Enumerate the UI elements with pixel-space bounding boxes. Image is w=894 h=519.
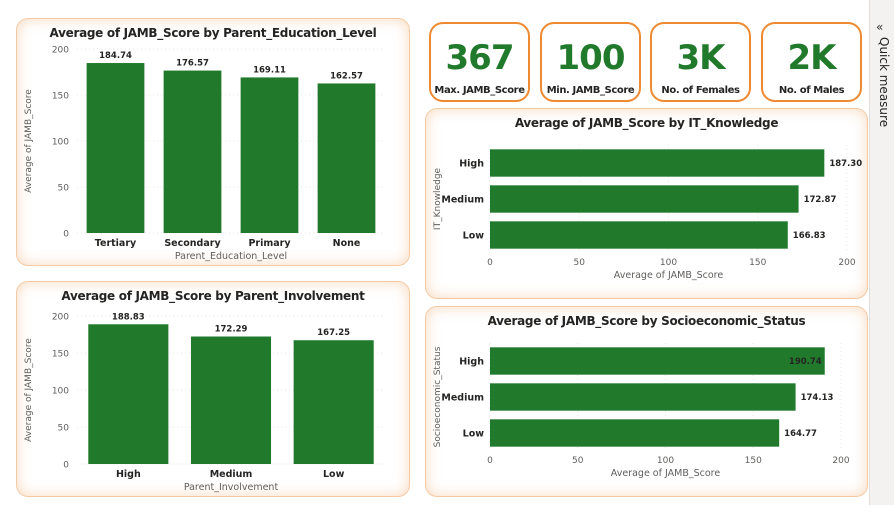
kpi-value: 100 bbox=[556, 38, 626, 78]
x-tick-label: 200 bbox=[838, 258, 855, 268]
x-axis-title: Parent_Education_Level bbox=[175, 251, 287, 262]
kpi-value: 367 bbox=[445, 38, 515, 78]
y-axis-title: Socioeconomic_Status bbox=[433, 346, 443, 447]
data-label: 162.57 bbox=[330, 71, 363, 81]
x-tick-label: Primary bbox=[248, 238, 291, 249]
bar bbox=[190, 336, 272, 464]
x-tick-label: 200 bbox=[832, 456, 849, 466]
x-tick-label: 0 bbox=[487, 258, 493, 268]
x-tick-label: 0 bbox=[487, 456, 493, 466]
y-tick-label: 200 bbox=[52, 46, 69, 56]
y-tick-label: High bbox=[459, 357, 484, 368]
data-label: 184.74 bbox=[99, 51, 132, 61]
chart-title: Average of JAMB_Score by IT_Knowledge bbox=[514, 116, 779, 130]
y-tick-label: High bbox=[459, 159, 484, 170]
kpi-label: Min. JAMB_Score bbox=[546, 85, 635, 96]
y-tick-label: 0 bbox=[63, 230, 69, 240]
x-tick-label: 100 bbox=[657, 456, 674, 466]
data-label: 169.11 bbox=[253, 65, 286, 75]
y-tick-label: Medium bbox=[441, 393, 484, 404]
it-knowledge-chart-card[interactable]: Average of JAMB_Score by IT_Knowledge 0 5… bbox=[425, 108, 868, 299]
parent-involvement-bar-chart[interactable]: 0 50 100 150 200 188.83 High 172.29 Medium 167.25… bbox=[17, 282, 411, 498]
bar bbox=[490, 185, 799, 213]
socioeconomic-bar-chart[interactable]: 0 50 100 150 200 190.74 High 174.13 Medium 164.77… bbox=[426, 307, 869, 498]
bar bbox=[163, 70, 222, 233]
bar bbox=[88, 324, 169, 464]
bar bbox=[293, 340, 374, 464]
parent-education-chart-card[interactable]: Average of JAMB_Score by Parent_Educatio… bbox=[16, 18, 410, 266]
kpi-label: No. of Females bbox=[661, 85, 740, 96]
kpi-value: 2K bbox=[787, 38, 836, 78]
kpi-label: No. of Males bbox=[778, 85, 845, 96]
parent-involvement-chart-card[interactable]: Average of JAMB_Score by Parent_Involvem… bbox=[16, 281, 410, 497]
x-tick-label: Tertiary bbox=[95, 238, 137, 249]
data-label: 190.74 bbox=[789, 357, 822, 367]
x-tick-label: Medium bbox=[210, 469, 253, 480]
x-tick-label: None bbox=[333, 238, 361, 249]
x-axis-title: Average of JAMB_Score bbox=[611, 468, 721, 479]
kpi-card-females[interactable]: 3K No. of Females bbox=[650, 22, 751, 102]
x-tick-label: Secondary bbox=[164, 238, 221, 249]
y-tick-label: 0 bbox=[63, 461, 69, 471]
y-tick-label: 150 bbox=[52, 350, 69, 360]
data-label: 166.83 bbox=[793, 231, 826, 241]
x-tick-label: 50 bbox=[574, 258, 586, 268]
chart-title: Average of JAMB_Score by Parent_Educatio… bbox=[49, 26, 377, 40]
y-tick-label: 100 bbox=[52, 138, 69, 148]
data-label: 188.83 bbox=[112, 312, 145, 322]
parent-education-bar-chart[interactable]: 0 50 100 150 200 184.74 Tertiary 176.57 Secondar… bbox=[17, 19, 411, 267]
double-chevron-left-icon[interactable]: « bbox=[876, 20, 884, 34]
x-tick-label: 100 bbox=[660, 258, 677, 268]
y-axis-title: Average of JAMB_Score bbox=[24, 89, 34, 193]
y-tick-label: 150 bbox=[52, 92, 69, 102]
bar bbox=[490, 347, 825, 375]
kpi-value: 3K bbox=[676, 38, 725, 78]
data-label: 174.13 bbox=[801, 393, 834, 403]
kpi-card-min-score[interactable]: 100 Min. JAMB_Score bbox=[540, 22, 641, 102]
bar bbox=[240, 77, 299, 234]
it-knowledge-bar-chart[interactable]: 0 50 100 150 200 187.30 High 172.87 Medium 166.83… bbox=[426, 109, 869, 300]
kpi-label: Max. JAMB_Score bbox=[434, 85, 525, 96]
data-label: 187.30 bbox=[829, 159, 862, 169]
bar bbox=[490, 419, 780, 447]
kpi-card-males[interactable]: 2K No. of Males bbox=[761, 22, 862, 102]
x-tick-label: 150 bbox=[745, 456, 762, 466]
quick-measure-label: Quick measure bbox=[877, 37, 891, 128]
y-tick-label: 50 bbox=[58, 424, 70, 434]
y-axis-title: Average of JAMB_Score bbox=[24, 338, 34, 442]
x-tick-label: 50 bbox=[572, 456, 584, 466]
y-tick-label: 100 bbox=[52, 387, 69, 397]
y-tick-label: Low bbox=[463, 231, 485, 242]
data-label: 176.57 bbox=[176, 59, 209, 69]
bar bbox=[490, 383, 796, 411]
x-tick-label: 150 bbox=[749, 258, 766, 268]
y-axis-title: IT_Knowledge bbox=[433, 167, 443, 230]
y-tick-label: 200 bbox=[52, 313, 69, 323]
bar bbox=[317, 83, 376, 233]
kpi-card-max-score[interactable]: 367 Max. JAMB_Score bbox=[429, 22, 530, 102]
x-tick-label: Low bbox=[323, 469, 345, 480]
bar bbox=[490, 221, 788, 249]
data-label: 172.87 bbox=[804, 195, 837, 205]
data-label: 172.29 bbox=[215, 325, 248, 335]
x-axis-title: Average of JAMB_Score bbox=[614, 270, 724, 281]
data-label: 164.77 bbox=[784, 429, 817, 439]
x-axis-title: Parent_Involvement bbox=[184, 482, 279, 493]
y-tick-label: 50 bbox=[58, 184, 70, 194]
bar bbox=[86, 63, 145, 233]
y-tick-label: Low bbox=[463, 429, 485, 440]
y-tick-label: Medium bbox=[441, 195, 484, 206]
x-tick-label: High bbox=[116, 469, 141, 480]
socioeconomic-chart-card[interactable]: Average of JAMB_Score by Socioeconomic_S… bbox=[425, 306, 868, 497]
data-label: 167.25 bbox=[317, 328, 350, 338]
chart-title: Average of JAMB_Score by Parent_Involvem… bbox=[61, 289, 365, 303]
bar bbox=[490, 149, 825, 177]
chart-title: Average of JAMB_Score by Socioeconomic_S… bbox=[487, 314, 806, 328]
quick-measure-panel[interactable]: « Quick measure bbox=[869, 0, 894, 505]
